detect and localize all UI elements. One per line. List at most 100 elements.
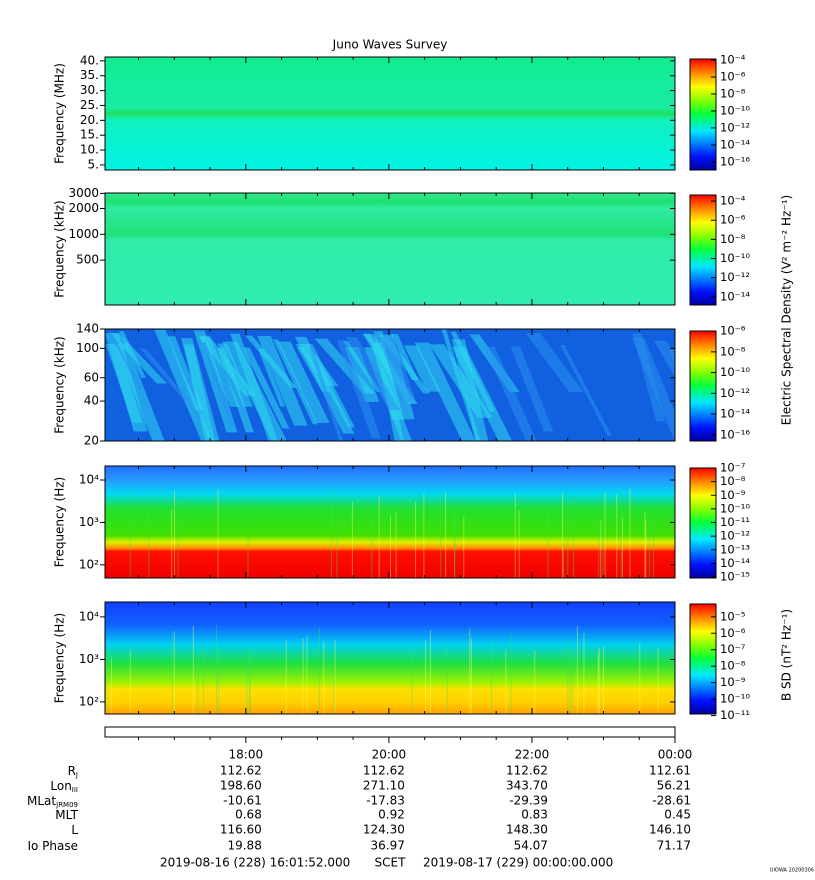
wave-streak bbox=[668, 348, 675, 367]
colorbar-tick-label: 10⁻⁵ bbox=[720, 609, 746, 623]
y-tick-label: 40. bbox=[80, 53, 99, 67]
wave-streak bbox=[107, 330, 143, 390]
y-axis-label: Frequency (Hz) bbox=[53, 613, 67, 704]
ephemeris-value: 271.10 bbox=[363, 779, 405, 793]
y-tick-label: 10⁴ bbox=[79, 473, 99, 487]
colorbar-tick-label: 10⁻¹² bbox=[720, 120, 750, 134]
spectrogram bbox=[105, 57, 675, 170]
time-label: SCET bbox=[375, 856, 407, 870]
ephemeris-value: 146.10 bbox=[649, 823, 691, 837]
wave-streak bbox=[222, 341, 287, 441]
colorbar-tick-label: 10⁻¹² bbox=[720, 386, 750, 400]
ephemeris-value: 148.30 bbox=[506, 823, 548, 837]
ephemeris-label-sub: J bbox=[75, 771, 78, 779]
colorbar-tick-label: 10⁻¹⁴ bbox=[720, 556, 750, 570]
ephemeris-value: 0.83 bbox=[521, 808, 548, 822]
footer: UIOWA 20200306 bbox=[770, 868, 814, 874]
colorbar-tick-label: 10⁻⁶ bbox=[720, 213, 746, 227]
x-tick-label: 00:00 bbox=[658, 748, 693, 762]
spectrogram bbox=[105, 193, 675, 305]
colorbar-tick-label: 10⁻⁷ bbox=[720, 460, 746, 474]
ephemeris-value: 343.70 bbox=[506, 779, 548, 793]
y-tick-label: 10² bbox=[79, 557, 99, 571]
ephemeris-value: 54.07 bbox=[514, 839, 548, 853]
colorbar-label: B SD (nT² Hz⁻¹) bbox=[780, 609, 794, 701]
ephemeris-value: 124.30 bbox=[363, 823, 405, 837]
wave-streak bbox=[202, 341, 235, 427]
x-tick-label: 22:00 bbox=[515, 748, 550, 762]
y-tick-label: 2000 bbox=[68, 201, 99, 215]
wave-streak bbox=[373, 331, 404, 441]
y-tick-label: 10⁴ bbox=[79, 609, 99, 623]
colorbar-tick-label: 10⁻¹⁰ bbox=[720, 501, 750, 515]
y-tick-label: 3000 bbox=[68, 186, 99, 200]
colorbar-tick-label: 10⁻¹⁰ bbox=[720, 103, 750, 117]
y-tick-label: 500 bbox=[76, 253, 99, 267]
colorbar-tick-label: 10⁻¹² bbox=[720, 529, 750, 543]
wave-streak bbox=[631, 337, 675, 441]
colorbar-tick-label: 10⁻⁴ bbox=[720, 53, 746, 67]
colorbar bbox=[689, 603, 717, 715]
wave-streak bbox=[510, 346, 554, 432]
ephemeris-label: MLT bbox=[55, 808, 78, 822]
plot-frame bbox=[104, 601, 676, 715]
y-tick-label: 10³ bbox=[79, 652, 99, 666]
ephemeris-label-sub: III bbox=[72, 786, 78, 794]
wave-streak bbox=[403, 345, 441, 392]
ephemeris-label: RJ bbox=[68, 764, 78, 780]
wave-streak bbox=[277, 341, 330, 423]
ephemeris-label: LonIII bbox=[50, 779, 78, 795]
colorbar-tick-label: 10⁻⁸ bbox=[720, 659, 746, 673]
colorbar-tick-label: 10⁻¹¹ bbox=[720, 708, 750, 722]
wave-streak bbox=[560, 345, 612, 436]
ephemeris-label-text: MLT bbox=[55, 808, 78, 822]
colorbar-tick-label: 10⁻¹⁴ bbox=[720, 289, 750, 303]
y-tick-label: 1000 bbox=[68, 227, 99, 241]
ephemeris-label: Io Phase bbox=[27, 839, 78, 853]
colorbar-tick-label: 10⁻⁸ bbox=[720, 344, 746, 358]
ephemeris-value: 0.68 bbox=[235, 808, 262, 822]
ephemeris-value: 0.92 bbox=[378, 808, 405, 822]
colorbar-tick-label: 10⁻¹⁵ bbox=[720, 570, 750, 584]
colorbar bbox=[689, 58, 717, 171]
y-axis-label: Frequency (kHz) bbox=[53, 200, 67, 297]
y-axis-label: Frequency (MHz) bbox=[53, 63, 67, 164]
colorbar bbox=[689, 330, 717, 442]
y-axis-label: Frequency (Hz) bbox=[53, 477, 67, 568]
wave-streak bbox=[525, 333, 584, 393]
colorbar-tick-label: 10⁻⁹ bbox=[720, 488, 746, 502]
colorbar-tick-label: 10⁻⁶ bbox=[720, 70, 746, 84]
colorbar-tick-label: 10⁻¹⁴ bbox=[720, 137, 750, 151]
colorbar-tick-label: 10⁻¹³ bbox=[720, 542, 750, 556]
ephemeris-value: 56.21 bbox=[657, 779, 691, 793]
ephemeris-value: 112.62 bbox=[506, 764, 548, 778]
colorbar-tick-label: 10⁻⁴ bbox=[720, 194, 746, 208]
ephemeris-value: -17.83 bbox=[366, 794, 405, 808]
ephemeris-value: 71.17 bbox=[657, 839, 691, 853]
wave-streak bbox=[181, 338, 220, 441]
time-bar bbox=[104, 726, 676, 738]
plot-frame bbox=[104, 328, 676, 442]
wave-streak bbox=[484, 346, 537, 441]
ephemeris-value: 112.61 bbox=[649, 764, 691, 778]
ephemeris-label-text: Io Phase bbox=[27, 839, 78, 853]
wave-streak bbox=[114, 343, 165, 441]
spectrogram bbox=[105, 602, 675, 714]
y-tick-label: 20. bbox=[80, 113, 99, 127]
wave-streak bbox=[345, 336, 401, 411]
ephemeris-label-text: L bbox=[71, 823, 78, 837]
wave-streak bbox=[450, 331, 496, 412]
y-tick-label: 20 bbox=[84, 434, 99, 448]
wave-streak bbox=[429, 344, 493, 418]
y-tick-label: 10. bbox=[80, 143, 99, 157]
wave-streak bbox=[314, 338, 376, 394]
plot-frame bbox=[104, 192, 676, 306]
ephemeris-value: -28.61 bbox=[652, 794, 691, 808]
colorbar bbox=[689, 194, 717, 306]
colorbar-tick-label: 10⁻¹⁰ bbox=[720, 692, 750, 706]
y-tick-label: 60 bbox=[84, 370, 99, 384]
ephemeris-label-sub: JRM09 bbox=[55, 801, 78, 809]
ephemeris-label-text: Lon bbox=[50, 779, 71, 793]
colorbar-tick-label: 10⁻⁹ bbox=[720, 675, 746, 689]
ephemeris-value: -10.61 bbox=[223, 794, 262, 808]
